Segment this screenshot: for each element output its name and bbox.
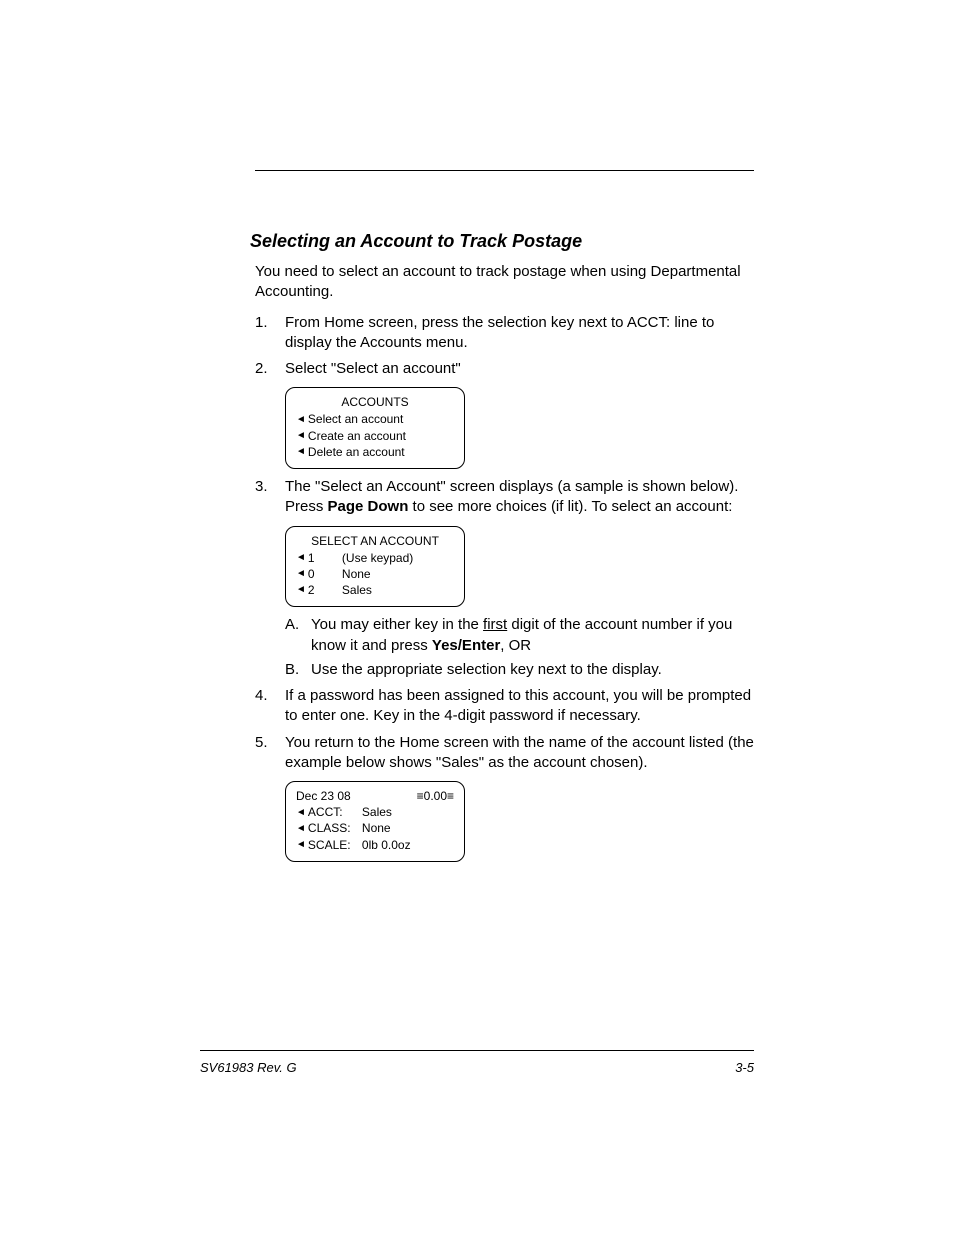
- text-fragment: to see more choices (if lit). To select …: [408, 498, 732, 515]
- instruction-list: 1. From Home screen, press the selection…: [255, 313, 754, 862]
- sub-step-a: A. You may either key in the first digit…: [285, 615, 754, 656]
- triangle-left-icon: ◄: [296, 583, 306, 597]
- screen-title: ACCOUNTS: [296, 394, 454, 410]
- field-value: None: [362, 820, 391, 836]
- triangle-left-icon: ◄: [296, 551, 306, 565]
- step-3: 3. The "Select an Account" screen displa…: [255, 477, 754, 680]
- section-title: Selecting an Account to Track Postage: [250, 231, 754, 252]
- screen-option-text: Create an account: [308, 428, 406, 444]
- footer-page-number: 3-5: [735, 1060, 754, 1075]
- step-text: The "Select an Account" screen displays …: [285, 478, 738, 515]
- step-number: 1.: [255, 313, 268, 333]
- step-text: If a password has been assigned to this …: [285, 687, 751, 724]
- screen-option: ◄ Delete an account: [296, 444, 454, 460]
- date-value: Dec 23 08: [296, 788, 351, 804]
- triangle-left-icon: ◄: [296, 445, 306, 459]
- sub-letter: A.: [285, 615, 299, 635]
- row-number: 2: [308, 582, 324, 598]
- page-footer: SV61983 Rev. G 3-5: [200, 1060, 754, 1075]
- row-text: Sales: [342, 582, 372, 598]
- field-value: Sales: [362, 804, 392, 820]
- screen-row: ◄ 1 (Use keypad): [296, 550, 454, 566]
- row-number: 0: [308, 566, 324, 582]
- screen-option: ◄ Create an account: [296, 428, 454, 444]
- underlined-text: first: [483, 616, 507, 633]
- step-5: 5. You return to the Home screen with th…: [255, 733, 754, 862]
- step-1: 1. From Home screen, press the selection…: [255, 313, 754, 354]
- page-down-key-label: Page Down: [328, 498, 409, 515]
- step-4: 4. If a password has been assigned to th…: [255, 686, 754, 727]
- row-text: (Use keypad): [342, 550, 413, 566]
- step-text: Select "Select an account": [285, 360, 461, 377]
- screen-option: ◄ Select an account: [296, 411, 454, 427]
- step-2: 2. Select "Select an account" ACCOUNTS ◄…: [255, 359, 754, 469]
- triangle-left-icon: ◄: [296, 567, 306, 581]
- page-content: Selecting an Account to Track Postage Yo…: [0, 0, 954, 862]
- screen-option-text: Delete an account: [308, 444, 405, 460]
- screen-title: SELECT AN ACCOUNT: [296, 533, 454, 549]
- screen-row: ◄ 0 None: [296, 566, 454, 582]
- text-fragment: You may either key in the: [311, 616, 483, 633]
- sub-text: You may either key in the first digit of…: [311, 616, 732, 653]
- amount-value: ≡0.00≡: [417, 788, 454, 804]
- accounts-screen: ACCOUNTS ◄ Select an account ◄ Create an…: [285, 387, 465, 469]
- step-text: From Home screen, press the selection ke…: [285, 314, 714, 351]
- step-number: 5.: [255, 733, 268, 753]
- yes-enter-key-label: Yes/Enter: [432, 637, 500, 654]
- screen-header-row: Dec 23 08 ≡0.00≡: [296, 788, 454, 804]
- intro-paragraph: You need to select an account to track p…: [255, 262, 754, 303]
- sub-letter: B.: [285, 660, 299, 680]
- home-screen: Dec 23 08 ≡0.00≡ ◄ ACCT: Sales ◄ CLASS: …: [285, 781, 465, 862]
- step-text: You return to the Home screen with the n…: [285, 734, 754, 771]
- text-fragment: , OR: [500, 637, 531, 654]
- bottom-divider: [200, 1050, 754, 1051]
- triangle-left-icon: ◄: [296, 838, 306, 852]
- field-label: SCALE:: [308, 837, 362, 853]
- sub-list: A. You may either key in the first digit…: [285, 615, 754, 680]
- footer-doc-id: SV61983 Rev. G: [200, 1060, 297, 1075]
- triangle-left-icon: ◄: [296, 429, 306, 443]
- select-account-screen: SELECT AN ACCOUNT ◄ 1 (Use keypad) ◄ 0 N…: [285, 526, 465, 608]
- screen-option-text: Select an account: [308, 411, 403, 427]
- screen-row: ◄ CLASS: None: [296, 820, 454, 836]
- field-label: CLASS:: [308, 820, 362, 836]
- screen-row: ◄ ACCT: Sales: [296, 804, 454, 820]
- row-text: None: [342, 566, 371, 582]
- field-value: 0lb 0.0oz: [362, 837, 411, 853]
- row-number: 1: [308, 550, 324, 566]
- triangle-left-icon: ◄: [296, 822, 306, 836]
- step-number: 4.: [255, 686, 268, 706]
- screen-row: ◄ 2 Sales: [296, 582, 454, 598]
- sub-step-b: B. Use the appropriate selection key nex…: [285, 660, 754, 680]
- triangle-left-icon: ◄: [296, 806, 306, 820]
- step-number: 3.: [255, 477, 268, 497]
- top-divider: [255, 170, 754, 171]
- screen-row: ◄ SCALE: 0lb 0.0oz: [296, 837, 454, 853]
- sub-text: Use the appropriate selection key next t…: [311, 661, 662, 678]
- step-number: 2.: [255, 359, 268, 379]
- field-label: ACCT:: [308, 804, 362, 820]
- triangle-left-icon: ◄: [296, 413, 306, 427]
